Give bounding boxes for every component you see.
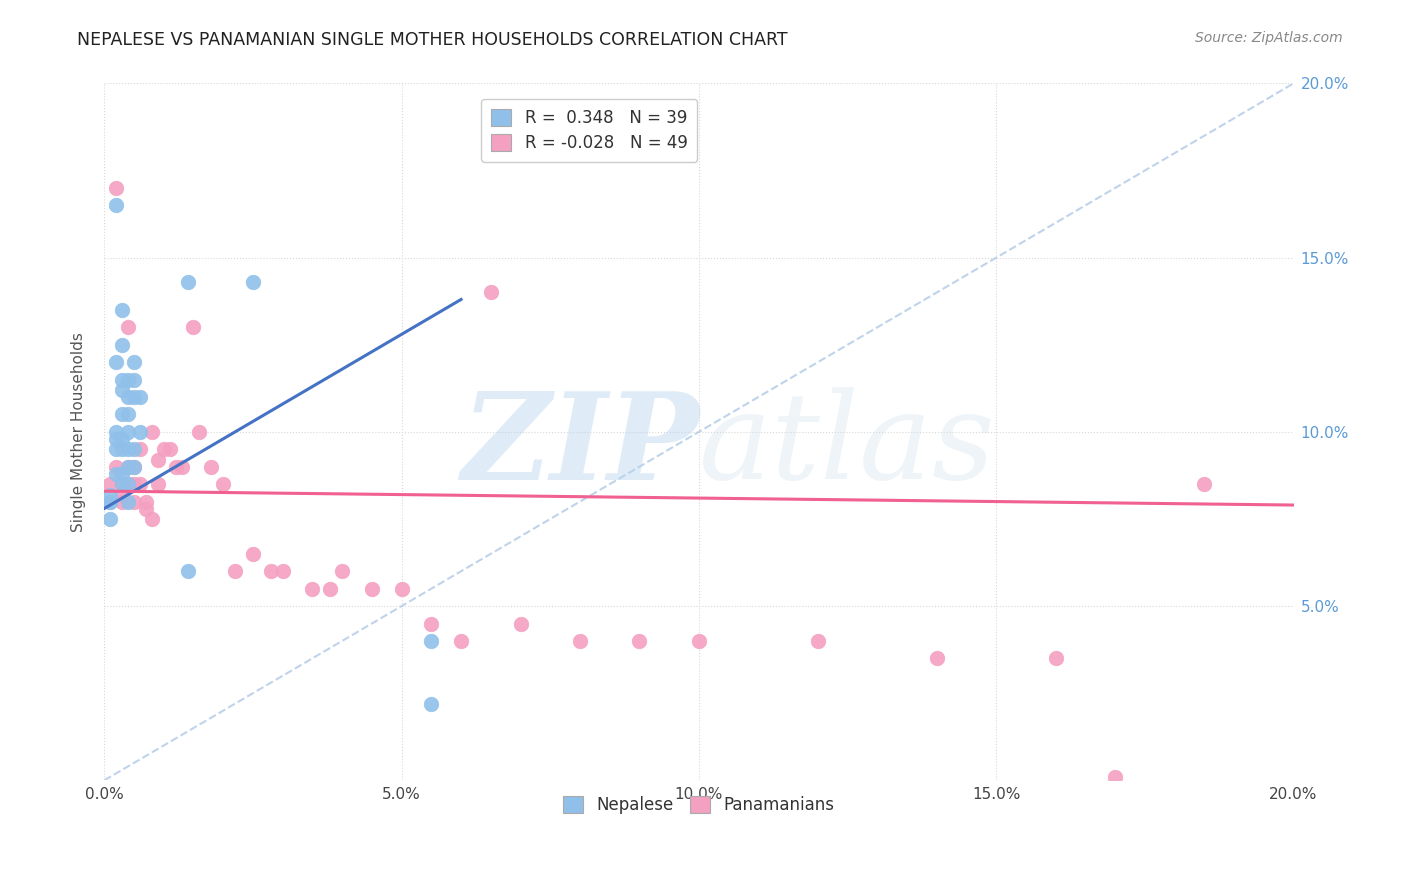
Point [98,512,121,526]
Point [242,547,264,561]
Point [135,494,157,508]
Point [105,181,128,195]
Point [319,582,342,596]
Point [188,425,211,439]
Point [183,320,205,334]
Legend: Nepalese, Panamanians: Nepalese, Panamanians [553,786,845,824]
Point [141,425,163,439]
Point [420,634,443,648]
Text: Source: ZipAtlas.com: Source: ZipAtlas.com [1195,31,1343,45]
Point [122,390,145,404]
Point [105,198,128,212]
Point [111,408,134,422]
Point [479,285,502,300]
Point [925,651,948,665]
Point [176,275,198,289]
Text: NEPALESE VS PANAMANIAN SINGLE MOTHER HOUSEHOLDS CORRELATION CHART: NEPALESE VS PANAMANIAN SINGLE MOTHER HOU… [77,31,787,49]
Point [129,477,152,491]
Point [105,355,128,369]
Text: atlas: atlas [699,387,995,505]
Point [122,355,145,369]
Point [122,459,145,474]
Point [111,373,134,387]
Point [129,425,152,439]
Point [117,425,139,439]
Point [129,442,152,457]
Point [105,432,128,446]
Point [117,477,139,491]
Point [122,373,145,387]
Point [146,452,169,467]
Point [111,338,134,352]
Point [628,634,651,648]
Point [688,634,710,648]
Point [224,564,246,578]
Point [111,442,134,457]
Point [146,477,169,491]
Point [271,564,294,578]
Point [807,634,830,648]
Point [330,564,353,578]
Point [117,459,139,474]
Point [159,442,181,457]
Point [117,459,139,474]
Point [117,442,139,457]
Point [111,494,134,508]
Point [117,408,139,422]
Point [111,302,134,317]
Point [420,616,443,631]
Point [111,467,134,481]
Point [105,442,128,457]
Point [105,467,128,481]
Point [111,432,134,446]
Point [569,634,592,648]
Point [117,390,139,404]
Point [111,477,134,491]
Point [122,459,145,474]
Point [111,477,134,491]
Point [242,275,264,289]
Point [420,697,443,711]
Point [360,582,382,596]
Point [111,383,134,397]
Point [117,477,139,491]
Point [301,582,323,596]
Point [141,512,163,526]
Point [129,390,152,404]
Point [170,459,193,474]
Y-axis label: Single Mother Households: Single Mother Households [72,332,86,532]
Text: ZIP: ZIP [461,386,699,505]
Point [122,477,145,491]
Point [122,442,145,457]
Point [1104,770,1126,784]
Point [117,494,139,508]
Point [117,373,139,387]
Point [1194,477,1216,491]
Point [105,425,128,439]
Point [165,459,187,474]
Point [260,564,283,578]
Point [98,494,121,508]
Point [1045,651,1067,665]
Point [122,494,145,508]
Point [105,459,128,474]
Point [98,487,121,501]
Point [111,487,134,501]
Point [176,564,198,578]
Point [135,501,157,516]
Point [117,320,139,334]
Point [391,582,413,596]
Point [98,494,121,508]
Point [212,477,235,491]
Point [98,477,121,491]
Point [152,442,174,457]
Point [509,616,531,631]
Point [450,634,472,648]
Point [200,459,222,474]
